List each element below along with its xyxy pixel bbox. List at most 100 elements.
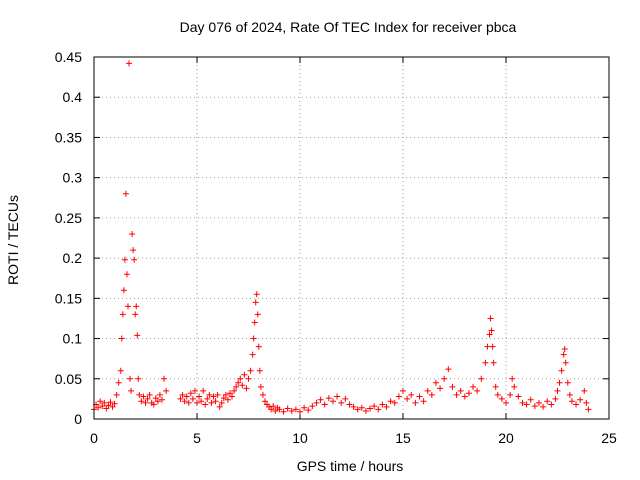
data-point-plus — [252, 299, 259, 306]
data-point-plus — [222, 391, 229, 398]
data-point-plus — [309, 403, 316, 410]
data-point-plus — [117, 367, 124, 374]
data-point-plus — [156, 391, 163, 398]
data-point-plus — [181, 398, 188, 405]
data-point-plus — [95, 404, 102, 411]
plot-frame — [93, 56, 610, 420]
data-point-plus — [235, 379, 242, 386]
data-point-plus — [140, 393, 147, 400]
data-point-plus — [249, 351, 256, 358]
data-point-plus — [509, 375, 516, 382]
data-point-plus — [204, 395, 211, 402]
y-tick-label: 0.2 — [63, 250, 83, 266]
data-point-plus — [362, 407, 369, 414]
data-point-plus — [379, 401, 386, 408]
data-point-plus — [346, 401, 353, 408]
data-point-plus — [404, 395, 411, 402]
data-point-plus — [245, 375, 252, 382]
data-point-plus — [124, 303, 131, 310]
data-point-plus — [259, 391, 266, 398]
data-point-plus — [387, 398, 394, 405]
data-point-plus — [109, 403, 116, 410]
data-point-plus — [313, 399, 320, 406]
data-point-plus — [194, 399, 200, 406]
data-point-plus — [400, 387, 406, 394]
data-point-plus — [457, 387, 464, 394]
data-point-plus — [255, 343, 262, 350]
data-point-plus — [461, 393, 468, 400]
x-tick-label: 20 — [498, 430, 514, 446]
data-point-plus — [482, 359, 489, 366]
data-point-plus — [218, 399, 225, 406]
data-point-plus — [257, 383, 264, 390]
data-point-plus — [132, 311, 139, 318]
data-point-plus — [329, 398, 336, 405]
data-point-plus — [254, 311, 261, 318]
y-tick-label: 0.05 — [55, 371, 82, 387]
data-point-plus — [123, 271, 130, 278]
data-point-plus — [424, 387, 431, 394]
data-point-plus — [507, 391, 514, 398]
data-point-plus — [527, 396, 534, 403]
data-point-plus — [487, 315, 494, 322]
data-point-plus — [206, 391, 213, 398]
data-point-plus — [490, 359, 497, 366]
data-point-plus — [383, 403, 390, 410]
y-tick-labels: 0 0.05 0.1 0.15 0.2 0.25 0.3 0.35 0.4 0.45 — [55, 49, 82, 427]
data-point-plus — [210, 393, 217, 400]
x-tick-label: 5 — [193, 430, 201, 446]
data-point-plus — [224, 396, 231, 403]
data-point-plus — [540, 403, 547, 410]
data-point-plus — [107, 399, 114, 406]
data-point-plus — [503, 399, 509, 406]
data-point-plus — [243, 385, 250, 392]
data-point-plus — [122, 190, 129, 197]
data-point-plus — [198, 398, 205, 405]
data-point-plus — [226, 390, 233, 397]
data-point-plus — [453, 391, 460, 398]
chart-title: Day 076 of 2024, Rate Of TEC Index for r… — [180, 19, 517, 35]
data-point-plus — [163, 387, 170, 394]
data-point-plus — [119, 311, 126, 318]
data-point-plus — [465, 390, 472, 397]
data-point-plus — [515, 393, 522, 400]
data-point-plus — [412, 399, 419, 406]
data-point-plus — [566, 391, 573, 398]
data-point-plus — [231, 387, 238, 394]
data-point-plus — [250, 335, 257, 342]
data-point-plus — [420, 398, 427, 405]
data-point-plus — [577, 396, 584, 403]
x-tick-labels: 0 5 10 15 20 25 — [90, 430, 617, 446]
grid-layer — [94, 57, 609, 419]
data-point-plus — [486, 331, 493, 338]
data-point-plus — [261, 398, 268, 405]
data-point-plus — [519, 399, 526, 406]
y-tick-label: 0.1 — [63, 331, 83, 347]
data-point-plus — [321, 401, 328, 408]
data-point-plus — [135, 375, 142, 382]
data-point-plus — [241, 371, 248, 378]
data-point-plus — [253, 291, 260, 298]
data-point-plus — [449, 383, 456, 390]
data-point-plus — [554, 387, 561, 394]
data-point-plus — [488, 327, 495, 334]
data-point-plus — [342, 395, 349, 402]
y-tick-label: 0.45 — [55, 49, 82, 65]
data-point-plus — [128, 387, 135, 394]
data-point-plus — [489, 343, 496, 350]
data-point-plus — [288, 407, 295, 414]
data-point-plus — [280, 408, 287, 415]
data-point-plus — [523, 401, 530, 408]
data-point-plus — [237, 375, 244, 382]
x-tick-label: 25 — [601, 430, 617, 446]
data-point-plus — [161, 375, 168, 382]
data-point-plus — [105, 402, 112, 409]
data-point-plus — [133, 303, 140, 310]
data-point-plus — [445, 366, 452, 373]
y-tick-label: 0.25 — [55, 210, 82, 226]
data-point-plus — [284, 405, 291, 412]
data-point-plus — [484, 343, 491, 350]
data-point-plus — [531, 403, 538, 410]
data-point-plus — [115, 379, 122, 386]
